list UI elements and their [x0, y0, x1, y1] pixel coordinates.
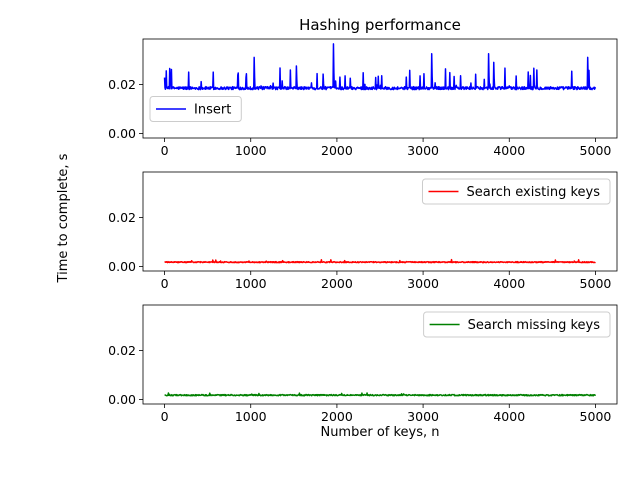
series-line-2 — [164, 258, 596, 264]
subplot-2: 0 1000 2000 3000 4000 5000 0.00 0.02 Search exis… — [108, 171, 618, 291]
x-axis-label: Number of keys, n — [320, 425, 439, 440]
y-tick-label: 0.00 — [108, 392, 136, 407]
x-tick-label: 3000 — [407, 276, 439, 291]
x-tick-label: 2000 — [321, 276, 353, 291]
x-tick-label: 2000 — [321, 409, 353, 424]
axes-frame — [142, 304, 618, 405]
legend-box — [149, 96, 242, 122]
legend-1: Insert — [149, 96, 242, 122]
series-line-1 — [163, 43, 597, 91]
x-tick-label: 2000 — [321, 143, 353, 158]
x-tick-label: 5000 — [580, 276, 612, 291]
x-tick-label: 1000 — [235, 143, 267, 158]
legend-3: Search missing keys — [423, 311, 611, 338]
subplot-3: 0 1000 2000 3000 4000 5000 0.00 0.02 Search miss… — [108, 304, 618, 424]
subplot-1: 0 1000 2000 3000 4000 5000 0.00 0.02 Insert — [108, 38, 618, 158]
legend-label: Search existing keys — [466, 185, 600, 200]
legend-label: Insert — [194, 103, 231, 118]
series-line-3 — [164, 392, 597, 397]
y-tick-label: 0.00 — [108, 259, 136, 274]
x-tick-label: 1000 — [235, 409, 267, 424]
chart-title: Hashing performance — [299, 16, 461, 34]
x-tick-label: 3000 — [407, 409, 439, 424]
axes-frame — [142, 38, 618, 139]
x-tick-label: 0 — [161, 276, 169, 291]
x-tick-label: 4000 — [493, 143, 525, 158]
y-tick-label: 0.02 — [108, 343, 136, 358]
y-axis-label: Time to complete, s — [56, 153, 71, 283]
axes-frame — [142, 171, 618, 272]
legend-box — [423, 311, 611, 338]
x-tick-label: 5000 — [580, 409, 612, 424]
y-tick-label: 0.02 — [108, 77, 136, 92]
legend-2: Search existing keys — [421, 178, 611, 205]
x-tick-label: 1000 — [235, 276, 267, 291]
legend-label: Search missing keys — [468, 318, 601, 333]
x-tick-label: 4000 — [493, 409, 525, 424]
y-tick-label: 0.02 — [108, 210, 136, 225]
x-tick-label: 4000 — [493, 276, 525, 291]
subplots: 0 1000 2000 3000 4000 5000 0.00 0.02 Insert 0 1000… — [108, 38, 618, 424]
x-tick-label: 3000 — [407, 143, 439, 158]
x-tick-label: 0 — [161, 409, 169, 424]
x-tick-label: 5000 — [580, 143, 612, 158]
y-tick-label: 0.00 — [108, 126, 136, 141]
legend-box — [421, 178, 611, 205]
x-tick-label: 0 — [161, 143, 169, 158]
